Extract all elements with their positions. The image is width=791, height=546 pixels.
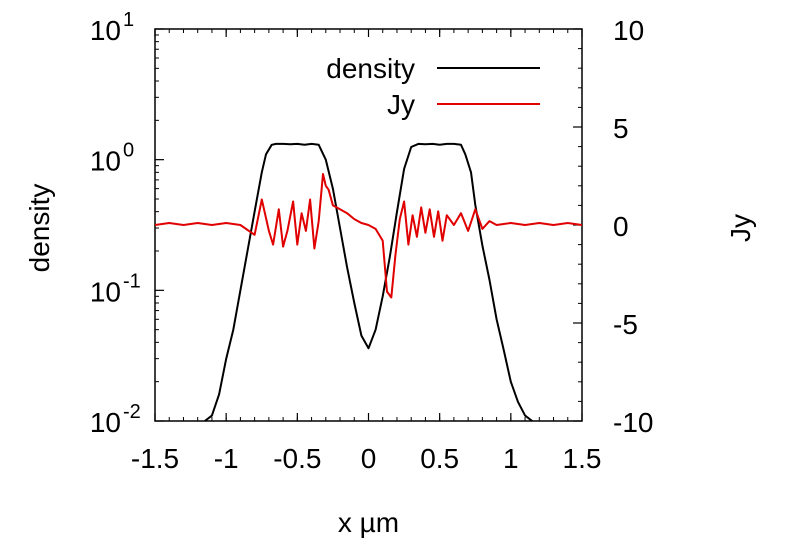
- series-line-density: [204, 142, 533, 421]
- y-right-tick-label: -10: [613, 407, 653, 438]
- x-tick-label: -1: [214, 443, 239, 474]
- x-tick-label: 1: [503, 443, 519, 474]
- x-tick-label: -0.5: [273, 443, 321, 474]
- series-line-jy: [155, 173, 582, 299]
- y-left-tick-exponent: 0: [123, 140, 134, 162]
- axis-ticks: [154, 28, 583, 422]
- x-tick-label: 0: [361, 443, 377, 474]
- legend-label-jy: Jy: [387, 89, 415, 120]
- y-left-tick-label: 10: [90, 146, 121, 177]
- x-tick-label: 0.5: [420, 443, 459, 474]
- y-left-tick-exponent: -2: [123, 401, 141, 423]
- legend: density Jy: [326, 53, 540, 120]
- y-left-tick-exponent: -1: [123, 270, 141, 292]
- y-left-tick-exponent: 1: [123, 9, 134, 31]
- x-tick-label: 1.5: [563, 443, 602, 474]
- y-axis-right-label: Jy: [725, 214, 756, 242]
- y-axis-left-label: density: [24, 184, 55, 273]
- y-left-tick-label: 10: [90, 276, 121, 307]
- y-right-tick-label: 10: [613, 15, 644, 46]
- x-axis-label: x µm: [338, 507, 399, 538]
- x-tick-label: -1.5: [131, 443, 179, 474]
- y-right-tick-label: 0: [613, 211, 629, 242]
- y-left-tick-label: 10: [90, 407, 121, 438]
- y-left-tick-label: 10: [90, 15, 121, 46]
- y-right-tick-label: -5: [613, 309, 638, 340]
- legend-label-density: density: [326, 53, 415, 84]
- series-lines: [155, 142, 582, 421]
- y-right-tick-label: 5: [613, 113, 629, 144]
